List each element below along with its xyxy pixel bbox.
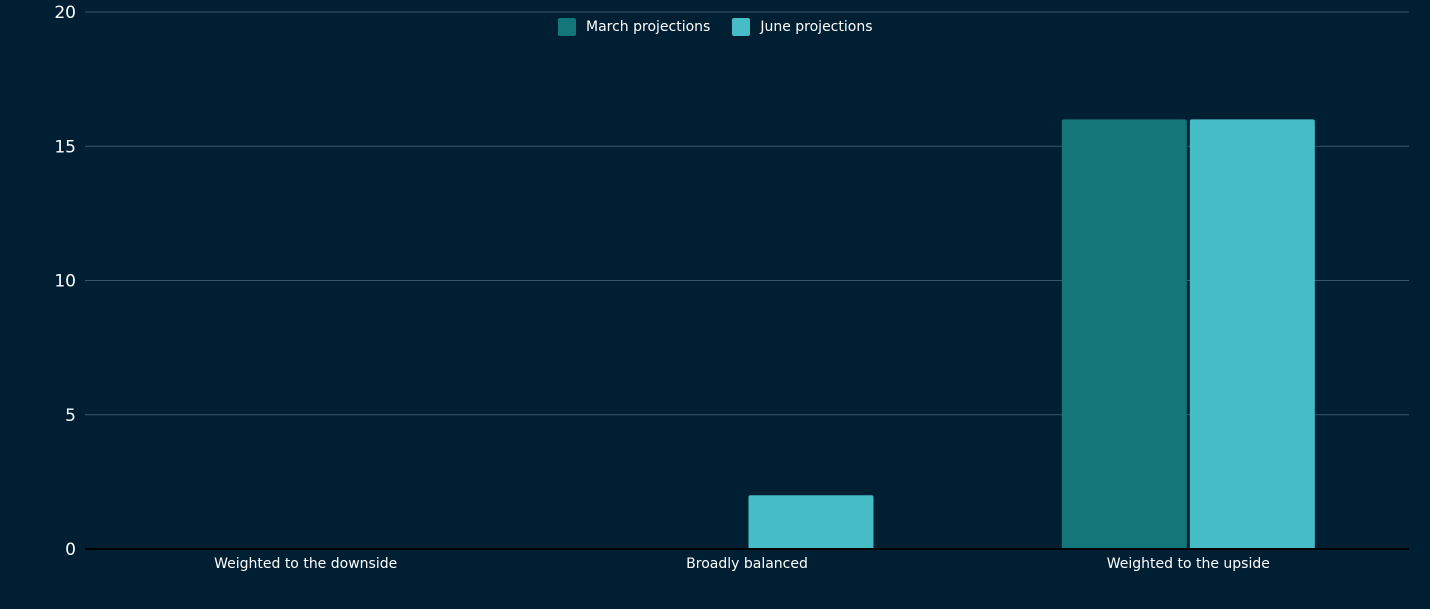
legend-item-june[interactable]: June projections — [732, 18, 873, 36]
legend: March projections June projections — [558, 18, 873, 36]
bar-march — [1061, 119, 1187, 550]
y-tick-label: 0 — [65, 540, 76, 560]
bar-june — [1189, 119, 1315, 550]
x-category-label: Weighted to the upside — [1107, 556, 1270, 572]
x-category-label: Broadly balanced — [686, 556, 808, 572]
legend-swatch-june — [732, 18, 751, 36]
bar-june — [748, 495, 874, 549]
legend-label-march: March projections — [586, 19, 711, 35]
y-tick-label: 5 — [65, 406, 76, 426]
y-tick-label: 15 — [54, 137, 76, 157]
legend-swatch-march — [558, 18, 576, 36]
y-tick-label: 20 — [54, 3, 76, 23]
legend-item-march[interactable]: March projections — [558, 18, 710, 36]
legend-label-june: June projections — [760, 19, 873, 35]
x-category-label: Weighted to the downside — [214, 556, 397, 572]
y-tick-label: 10 — [54, 272, 76, 292]
